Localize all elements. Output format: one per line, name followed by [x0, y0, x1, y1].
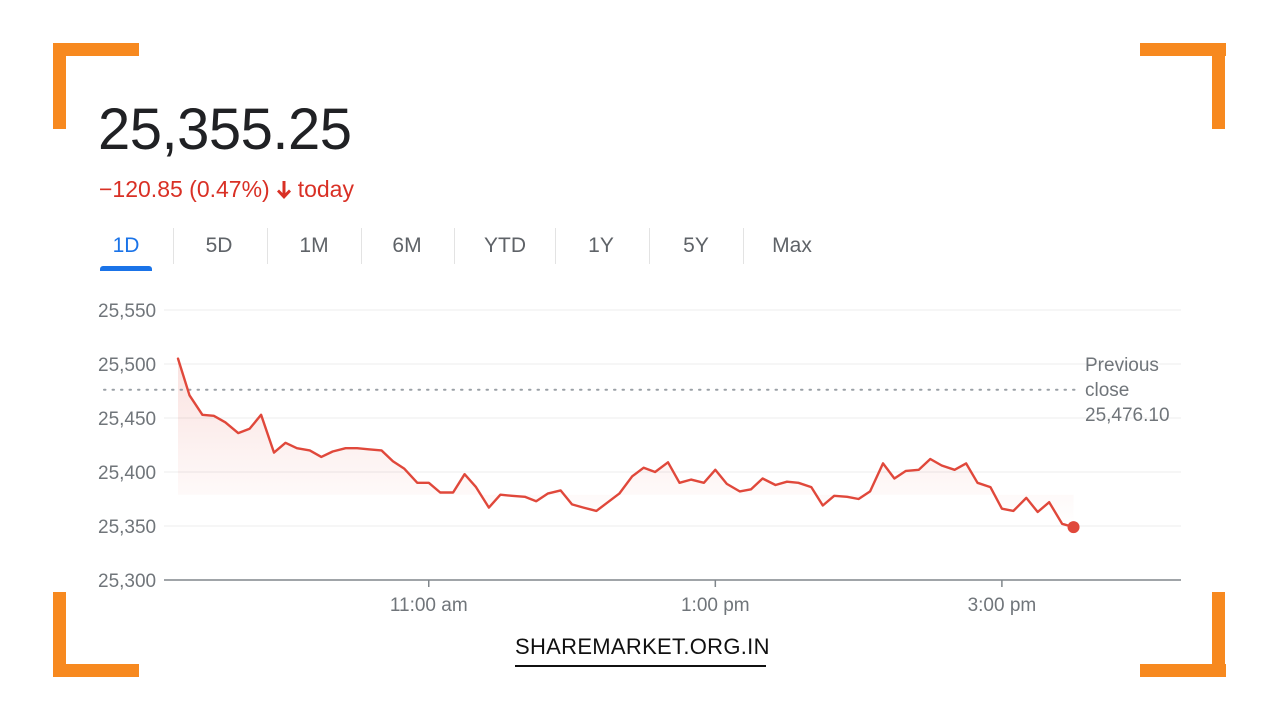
tab-divider — [173, 228, 174, 264]
corner-bracket-tl-v — [53, 43, 66, 129]
tab-5y[interactable]: 5Y — [683, 234, 709, 257]
change-value: −120.85 (0.47%) — [99, 176, 270, 202]
price-change: −120.85 (0.47%) today — [99, 176, 354, 203]
y-tick-label: 25,500 — [98, 355, 156, 376]
tab-divider — [649, 228, 650, 264]
corner-bracket-tr-h — [1140, 43, 1226, 56]
tab-divider — [743, 228, 744, 264]
tab-5d[interactable]: 5D — [205, 234, 233, 257]
price-line — [176, 357, 1075, 529]
active-tab-indicator — [100, 266, 152, 271]
y-tick-label: 25,300 — [98, 571, 156, 592]
corner-bracket-bl-h — [53, 664, 139, 677]
arrow-down-icon — [276, 180, 292, 200]
tab-1d[interactable]: 1D — [112, 234, 140, 257]
tab-divider — [267, 228, 268, 264]
tab-max[interactable]: Max — [772, 234, 812, 257]
corner-bracket-tr-v — [1212, 43, 1225, 129]
current-price: 25,355.25 — [98, 97, 352, 162]
last-price-point — [1067, 521, 1080, 534]
tab-divider — [454, 228, 455, 264]
corner-bracket-br-v — [1212, 592, 1225, 677]
tab-divider — [361, 228, 362, 264]
previous-close-label: close — [1085, 380, 1129, 401]
brand-watermark: SHAREMARKET.ORG.IN — [515, 634, 769, 667]
y-tick-label: 25,400 — [98, 463, 156, 484]
x-tick-label: 3:00 pm — [968, 595, 1037, 616]
change-period: today — [297, 176, 354, 202]
y-tick-label: 25,550 — [98, 301, 156, 322]
price-chart: 25,550 25,500 25,450 25,400 25,350 25,300 11:… — [98, 301, 1181, 616]
tab-divider — [555, 228, 556, 264]
corner-bracket-br-h — [1140, 664, 1226, 677]
x-tick-label: 1:00 pm — [681, 595, 750, 616]
tab-1m[interactable]: 1M — [299, 234, 329, 257]
previous-close-label: 25,476.10 — [1085, 405, 1170, 426]
previous-close-label: Previous — [1085, 355, 1159, 376]
y-tick-label: 25,450 — [98, 409, 156, 430]
price-area-fill — [178, 358, 1074, 528]
x-tick-label: 11:00 am — [390, 595, 468, 616]
tab-6m[interactable]: 6M — [392, 234, 422, 257]
y-tick-label: 25,350 — [98, 517, 156, 538]
corner-bracket-tl-h — [53, 43, 139, 56]
corner-bracket-bl-v — [53, 592, 66, 677]
tab-1y[interactable]: 1Y — [588, 234, 614, 257]
tab-ytd[interactable]: YTD — [484, 234, 526, 257]
